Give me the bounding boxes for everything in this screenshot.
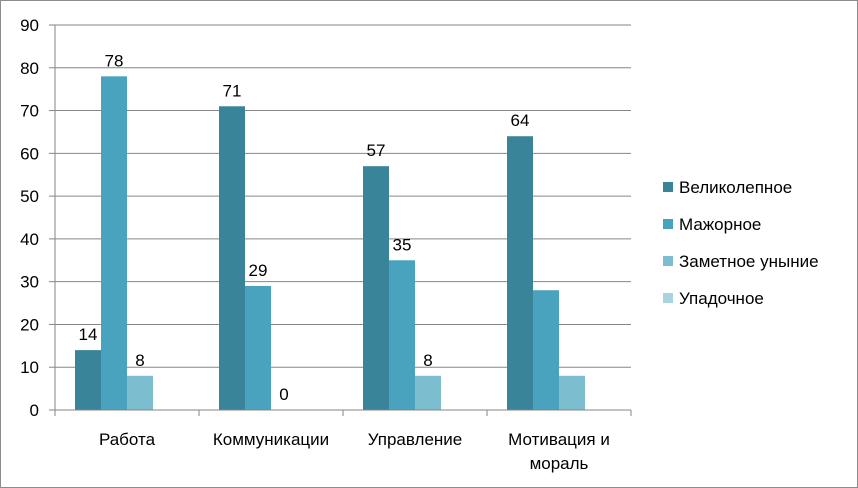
y-tick-label: 30	[20, 273, 39, 292]
x-category-label: Коммуникации	[213, 430, 329, 449]
y-tick-label: 80	[20, 59, 39, 78]
data-label: 8	[423, 351, 432, 370]
bar	[415, 375, 441, 410]
bar	[507, 136, 533, 410]
bar	[127, 375, 153, 410]
x-category-label-line: мораль	[530, 454, 589, 473]
bar	[75, 350, 101, 410]
y-tick-label: 10	[20, 358, 39, 377]
legend-label: Заметное уныние	[679, 252, 819, 271]
bar	[363, 166, 389, 410]
data-label: 35	[393, 235, 412, 254]
x-category-label: Управление	[368, 430, 463, 449]
data-label: 78	[105, 51, 124, 70]
x-category-label: Мотивация и мораль	[508, 430, 610, 473]
y-tick-label: 0	[30, 401, 39, 420]
legend-label: Упадочное	[679, 289, 764, 308]
data-label: 64	[511, 111, 530, 130]
legend-swatch	[663, 256, 673, 266]
data-label: 8	[135, 351, 144, 370]
y-tick-label: 20	[20, 315, 39, 334]
data-label: 0	[279, 385, 288, 404]
y-tick-label: 40	[20, 230, 39, 249]
data-label: 71	[223, 81, 242, 100]
data-labels: 14 71 57 64 78 29 35 8 0 8	[79, 51, 530, 404]
legend-label: Великолепное	[679, 178, 792, 197]
data-label: 14	[79, 325, 98, 344]
legend-swatch	[663, 219, 673, 229]
bar	[533, 290, 559, 410]
bar	[245, 285, 271, 410]
bar	[101, 76, 127, 410]
x-category-label-line: Коммуникации	[213, 430, 329, 449]
gridlines	[55, 24, 631, 368]
legend: Великолепное Мажорное Заметное уныние Упадо…	[663, 178, 819, 308]
data-label: 29	[249, 261, 268, 280]
y-tick-label: 90	[20, 16, 39, 35]
bar	[219, 106, 245, 411]
bar	[559, 375, 585, 410]
x-category-label-line: Управление	[368, 430, 463, 449]
y-tick-label: 70	[20, 102, 39, 121]
y-tick-label: 60	[20, 144, 39, 163]
legend-label: Мажорное	[679, 215, 761, 234]
x-category-label-line: Мотивация и	[508, 430, 610, 449]
bar	[389, 260, 415, 410]
y-tick-label: 50	[20, 187, 39, 206]
data-label: 57	[367, 141, 386, 160]
x-category-label-line: Работа	[99, 430, 156, 449]
legend-swatch	[663, 293, 673, 303]
bars	[75, 76, 585, 411]
legend-swatch	[663, 182, 673, 192]
x-category-label: Работа	[99, 430, 156, 449]
